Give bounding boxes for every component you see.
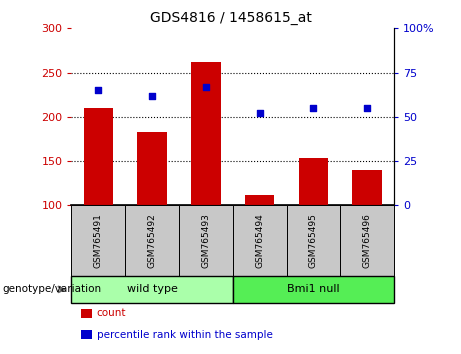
Bar: [353, 170, 382, 205]
Bar: [191, 62, 221, 205]
Text: percentile rank within the sample: percentile rank within the sample: [97, 330, 273, 339]
Text: GSM765496: GSM765496: [363, 213, 372, 268]
Text: GSM765495: GSM765495: [309, 213, 318, 268]
Text: GSM765493: GSM765493: [201, 213, 210, 268]
Bar: [83, 108, 113, 205]
Text: GSM765492: GSM765492: [148, 213, 157, 268]
Text: GDS4816 / 1458615_at: GDS4816 / 1458615_at: [149, 11, 312, 25]
Bar: [137, 132, 167, 205]
Text: count: count: [97, 308, 126, 318]
Point: [202, 84, 210, 90]
Text: wild type: wild type: [127, 284, 177, 295]
Text: genotype/variation: genotype/variation: [2, 284, 101, 295]
Point: [256, 110, 263, 116]
Text: GSM765491: GSM765491: [94, 213, 103, 268]
Text: GSM765494: GSM765494: [255, 213, 264, 268]
Point: [310, 105, 317, 111]
Bar: [299, 158, 328, 205]
Point: [95, 87, 102, 93]
Bar: [245, 195, 274, 205]
Point: [148, 93, 156, 98]
Point: [364, 105, 371, 111]
Text: Bmi1 null: Bmi1 null: [287, 284, 340, 295]
